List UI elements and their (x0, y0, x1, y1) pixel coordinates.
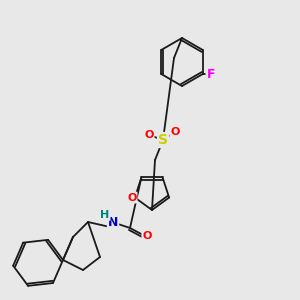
Text: S: S (158, 133, 168, 147)
Text: O: O (144, 130, 154, 140)
Text: O: O (170, 127, 180, 137)
Text: O: O (127, 193, 136, 202)
Text: O: O (142, 231, 152, 241)
Text: N: N (108, 217, 118, 230)
Text: F: F (206, 68, 215, 80)
Text: H: H (100, 210, 109, 220)
